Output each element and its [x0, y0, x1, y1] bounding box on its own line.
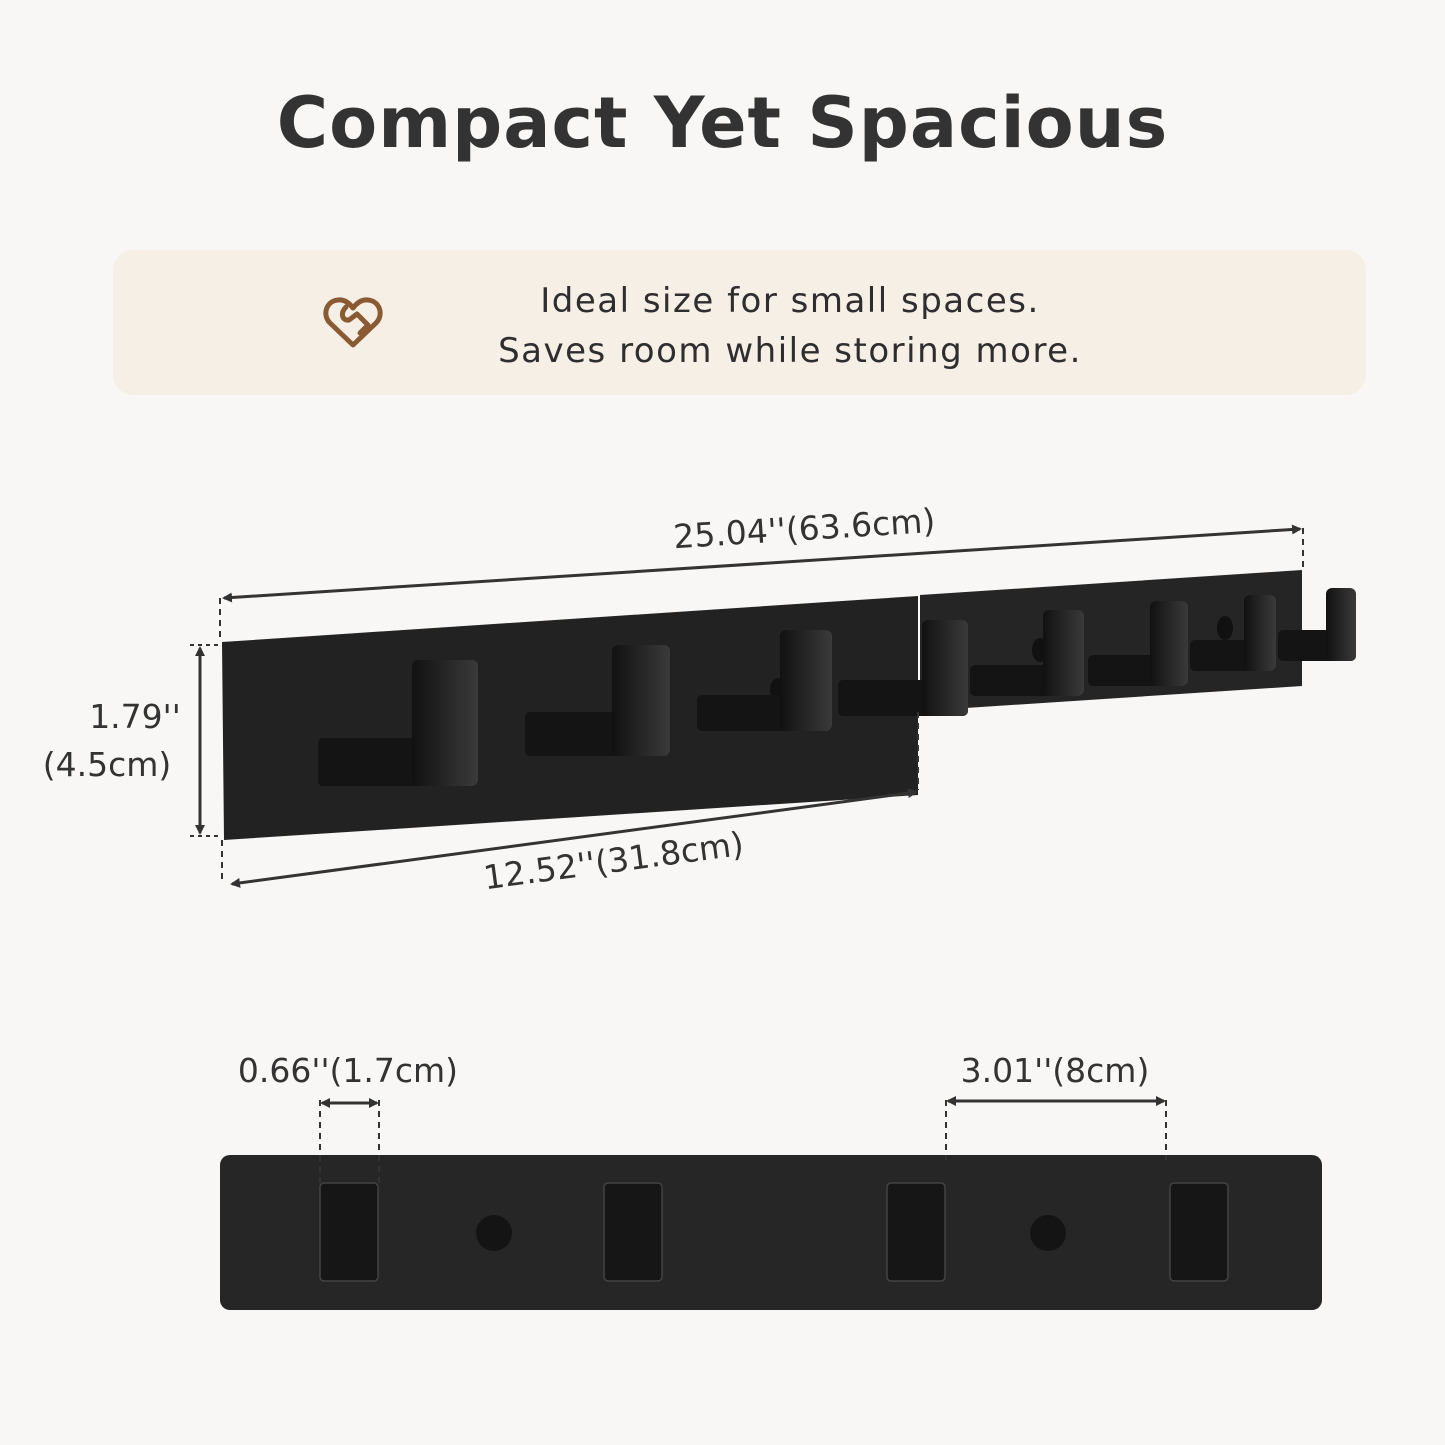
hook	[1088, 601, 1188, 686]
rack-front-view	[220, 1155, 1322, 1310]
height-cm-label: (4.5cm)	[43, 745, 172, 784]
hook-width-label: 0.66''(1.7cm)	[238, 1051, 458, 1090]
banner-text: Ideal size for small spaces. Saves room …	[400, 276, 1180, 376]
feature-banner	[113, 250, 1366, 395]
hook	[318, 660, 478, 786]
panel-length-label: 12.52''(31.8cm)	[481, 824, 746, 897]
hook	[525, 645, 670, 756]
heart-handshake-icon	[323, 297, 383, 348]
mounting-peg	[1217, 616, 1233, 640]
hooks	[318, 588, 1356, 786]
hook-spacing-label: 3.01''(8cm)	[961, 1051, 1150, 1090]
hook	[970, 610, 1084, 696]
height-inch-label: 1.79''	[89, 697, 181, 736]
hook	[1278, 588, 1356, 661]
hook	[1190, 595, 1276, 671]
panel-length-arrow	[230, 788, 918, 888]
page-title: Compact Yet Spacious	[276, 82, 1169, 164]
total-length-label: 25.04''(63.6cm)	[672, 501, 936, 556]
rack-perspective	[222, 570, 1356, 840]
hook	[838, 620, 968, 716]
banner-line-1: Ideal size for small spaces.	[540, 281, 1040, 321]
total-length-arrow	[222, 524, 1302, 603]
banner-line-2: Saves room while storing more.	[498, 331, 1082, 371]
hook	[697, 630, 832, 731]
